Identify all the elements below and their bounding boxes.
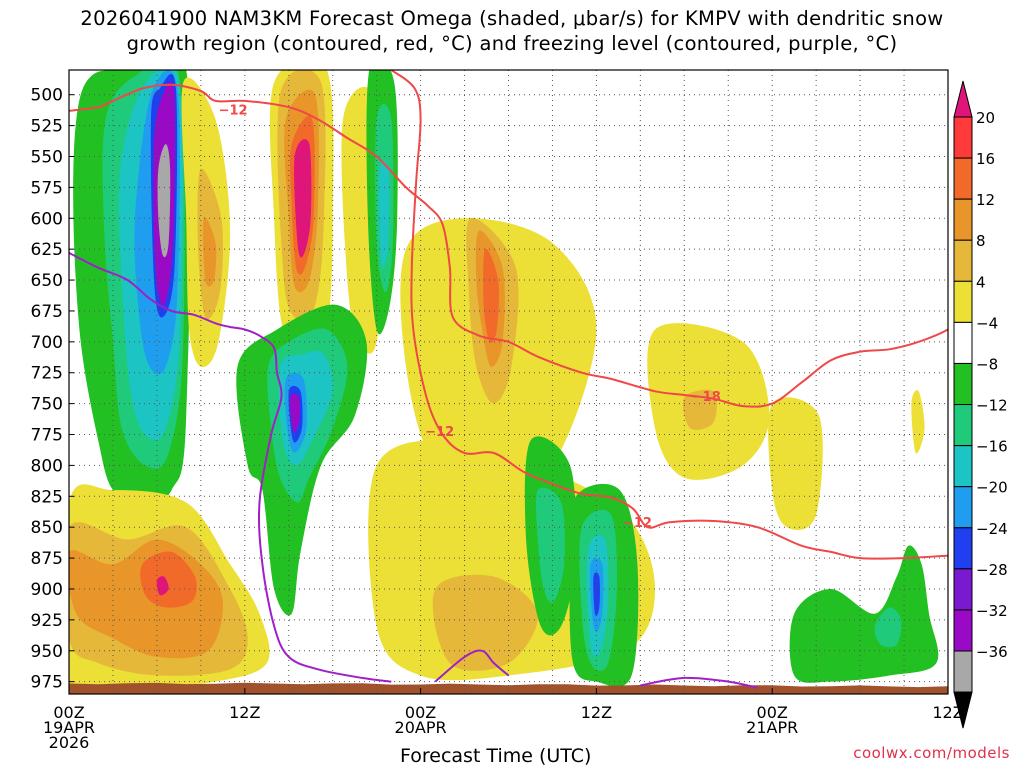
contour-label-1: −12 <box>425 425 454 440</box>
y-tick-label-550: 550 <box>31 147 63 167</box>
y-tick-label-675: 675 <box>31 302 63 322</box>
omega-blob-33 <box>483 248 500 344</box>
colorbar-swatch-5 <box>953 321 973 364</box>
omega-blob-44 <box>682 389 717 430</box>
y-tick-label-650: 650 <box>31 271 63 291</box>
x-axis-label: Forecast Time (UTC) <box>400 745 592 767</box>
x-tick-label-48-0: 00Z <box>757 703 788 722</box>
omega-blob-24 <box>289 393 300 433</box>
plot-frame <box>68 69 949 695</box>
x-tick-label-24-0: 00Z <box>405 703 436 722</box>
y-tick-label-625: 625 <box>31 240 63 260</box>
colorbar-swatch-6 <box>953 362 973 406</box>
colorbar-label-6: −8 <box>976 355 998 373</box>
colorbar-swatch-8 <box>953 445 973 488</box>
x-tick-label-0-0: 00Z <box>53 703 84 722</box>
omega-blob-14 <box>294 139 312 258</box>
contour-dgz-top <box>69 83 948 408</box>
title-line-1: 2026041900 NAM3KM Forecast Omega (shaded… <box>80 7 944 30</box>
x-tick-label-60-0: 12Z <box>932 703 963 722</box>
omega-blob-37 <box>535 487 565 603</box>
colorbar-swatch-4 <box>953 280 973 323</box>
y-tick-label-975: 975 <box>31 673 63 693</box>
y-tick-label-750: 750 <box>31 395 63 415</box>
colorbar-swatch-2 <box>953 198 973 241</box>
colorbar-label-4: 4 <box>976 273 986 291</box>
contour-frz-bot <box>640 676 758 689</box>
omega-blob-47 <box>789 545 939 683</box>
colorbar-label-8: −16 <box>976 438 1008 456</box>
y-tick-label-575: 575 <box>31 178 63 198</box>
y-tick-label-525: 525 <box>31 117 63 137</box>
colorbar-bottom-arrow <box>953 691 973 729</box>
omega-blob-9 <box>203 217 217 287</box>
colorbar-label-11: −28 <box>976 561 1008 579</box>
x-tick-label-0-2: 2026 <box>49 733 90 752</box>
colorbar-swatch-11 <box>953 568 973 611</box>
omega-blob-28 <box>140 551 197 608</box>
colorbar-label-9: −20 <box>976 479 1008 497</box>
omega-blob-18 <box>378 160 390 268</box>
contour-frz-small <box>434 649 510 683</box>
y-tick-label-500: 500 <box>31 86 63 106</box>
contour-label-2: −12 <box>623 516 652 531</box>
colorbar-top-arrow <box>953 80 973 118</box>
colorbar-swatch-13 <box>953 650 973 693</box>
omega-blob-46 <box>911 389 925 454</box>
colorbar-swatch-0 <box>953 116 973 159</box>
y-tick-label-800: 800 <box>31 456 63 476</box>
colorbar-swatch-10 <box>953 527 973 570</box>
contour-label-3: −18 <box>692 390 721 405</box>
colorbar-swatch-1 <box>953 157 973 200</box>
y-tick-label-875: 875 <box>31 549 63 569</box>
colorbar-label-2: 12 <box>976 191 995 209</box>
contour-label-0: −12 <box>219 104 248 119</box>
omega-blob-35 <box>432 574 539 671</box>
colorbar-label-7: −12 <box>976 397 1008 415</box>
omega-blob-6 <box>157 144 171 258</box>
x-tick-label-0-1: 19APR <box>43 718 95 737</box>
y-tick-label-900: 900 <box>31 580 63 600</box>
title-line-2: growth region (contoured, red, °C) and f… <box>126 32 898 55</box>
omega-blob-48 <box>874 607 902 648</box>
x-tick-label-24-1: 20APR <box>395 718 447 737</box>
colorbar-label-0: 20 <box>976 109 995 127</box>
credit-text: coolwx.com/models <box>853 744 1010 762</box>
omega-blob-29 <box>156 576 169 596</box>
colorbar-label-3: 8 <box>976 232 986 250</box>
contour-frz <box>69 252 392 683</box>
colorbar-label-5: −4 <box>976 314 998 332</box>
y-tick-label-850: 850 <box>31 518 63 538</box>
x-tick-label-48-1: 21APR <box>746 718 798 737</box>
colorbar-swatch-12 <box>953 609 973 652</box>
omega-blob-42 <box>593 572 600 616</box>
colorbar-label-1: 16 <box>976 150 995 168</box>
y-tick-label-600: 600 <box>31 209 63 229</box>
y-tick-label-700: 700 <box>31 333 63 353</box>
colorbar-swatch-7 <box>953 404 973 447</box>
y-tick-label-825: 825 <box>31 487 63 507</box>
contour-dgz-left <box>390 70 948 560</box>
chart-title: 2026041900 NAM3KM Forecast Omega (shaded… <box>0 6 1024 56</box>
colorbar-label-10: −24 <box>976 520 1008 538</box>
colorbar-label-13: −36 <box>976 643 1008 661</box>
y-tick-label-775: 775 <box>31 426 63 446</box>
omega-blob-45 <box>768 397 823 530</box>
x-tick-label-12-0: 12Z <box>229 703 260 722</box>
colorbar-swatch-3 <box>953 239 973 282</box>
colorbar-swatch-9 <box>953 486 973 529</box>
y-tick-label-950: 950 <box>31 642 63 662</box>
y-tick-label-725: 725 <box>31 364 63 384</box>
colorbar-label-12: −32 <box>976 602 1008 620</box>
x-tick-label-36-0: 12Z <box>581 703 612 722</box>
y-tick-label-925: 925 <box>31 611 63 631</box>
